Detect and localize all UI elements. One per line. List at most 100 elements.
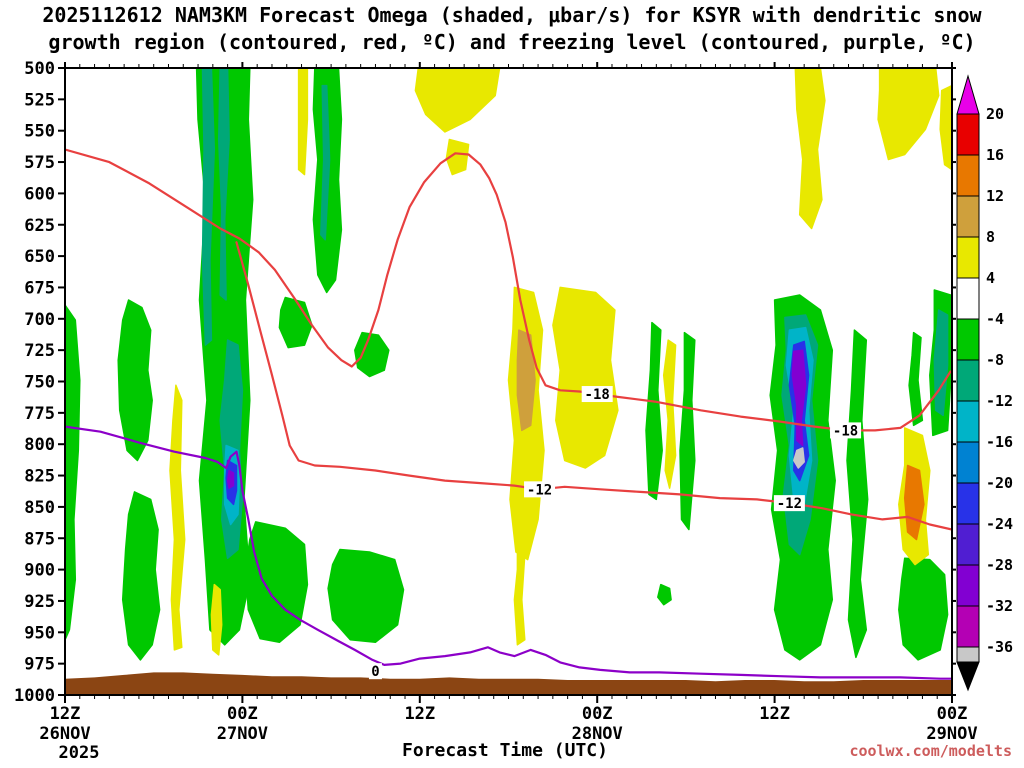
omega-shaded-region--4	[244, 521, 309, 644]
y-tick-label: 675	[24, 278, 55, 298]
omega-shaded-region--8	[320, 84, 331, 241]
contour-label-bg	[524, 481, 556, 498]
colorbar-tick-label: 16	[986, 146, 1004, 164]
colorbar-tick-label: -8	[986, 351, 1004, 369]
y-tick-label: 600	[24, 184, 55, 204]
omega-shaded-region-4	[877, 68, 940, 161]
omega-shaded-region--4	[645, 321, 663, 501]
omega-shaded-region--4	[657, 583, 672, 606]
y-tick-label: 725	[24, 341, 55, 361]
omega-shaded-region--4	[908, 331, 924, 427]
x-tick-label: 00Z	[227, 704, 258, 724]
colorbar-segment	[956, 236, 980, 279]
x-tick-label: 00Z	[937, 704, 968, 724]
x-tick-label: 12Z	[404, 704, 435, 724]
watermark-link[interactable]: coolwx.com/modelts	[849, 742, 1012, 760]
contour-label: -12	[527, 482, 552, 498]
omega-shaded-region-4	[210, 583, 223, 656]
contour-label-bg	[581, 386, 613, 403]
y-tick-label: 925	[24, 592, 55, 612]
axes: 500 525 550 575 600 625 650 675 700 725 750 775 800 8…	[14, 59, 978, 763]
y-tick-label: 875	[24, 529, 55, 549]
y-tick-label: 575	[24, 153, 55, 173]
colorbar-tick-label: 12	[986, 187, 1004, 205]
plot-content: -18 -18 -12 -12 0	[65, 68, 952, 695]
omega-shaded-region--4	[121, 491, 161, 661]
omega-shaded-region-4	[794, 68, 826, 230]
contour-label-bg	[368, 663, 382, 680]
x-date-label: 29NOV	[926, 724, 977, 744]
y-tick-label: 825	[24, 467, 55, 487]
colorbar-segment	[956, 400, 980, 443]
chart-title: 2025112612 NAM3KM Forecast Omega (shaded…	[0, 2, 1024, 56]
x-tick-label: 12Z	[50, 704, 81, 724]
omega-shaded-region--8	[217, 68, 230, 301]
omega-shaded-region-4	[297, 68, 309, 176]
colorbar-over-arrow	[956, 74, 980, 115]
colorbar-segment	[956, 482, 980, 525]
freezing-level-0C-contour	[65, 425, 952, 680]
omega-shaded-region--4	[278, 296, 313, 349]
contour-label: 0	[371, 664, 379, 680]
colorbar-tick-label: -28	[986, 556, 1013, 574]
omega-shaded-region--8	[201, 68, 216, 346]
omega-shaded-region-4	[414, 68, 501, 133]
chart-title-line2: growth region (contoured, red, ºC) and f…	[48, 30, 976, 54]
contour-label: -18	[833, 423, 858, 439]
colorbar-tick-label: 8	[986, 228, 995, 246]
colorbar-tick-label: -20	[986, 474, 1013, 492]
omega-shaded-region-4	[445, 138, 470, 176]
colorbar-tick-label: -16	[986, 433, 1013, 451]
colorbar-segment	[956, 564, 980, 607]
y-tick-label: 900	[24, 561, 55, 581]
omega-shaded-region--4	[65, 304, 81, 641]
y-tick-label: 525	[24, 90, 55, 110]
contour-label: -12	[777, 496, 802, 512]
omega-shaded-region-4	[552, 286, 619, 469]
colorbar-tick-label: -4	[986, 310, 1004, 328]
colorbar-segment	[956, 195, 980, 238]
contour-label-bg	[830, 422, 862, 439]
colorbar-segment	[956, 523, 980, 566]
colorbar-segment	[956, 441, 980, 484]
x-axis-title: Forecast Time (UTC)	[402, 740, 608, 761]
y-tick-label: 800	[24, 435, 55, 455]
colorbar-tick-label: -12	[986, 392, 1013, 410]
contour-label: -18	[585, 387, 610, 403]
omega-shaded-region-4	[662, 339, 677, 489]
omega-shaded-region--28	[791, 349, 807, 447]
omega-shaded-region--4	[846, 329, 869, 659]
x-date-label: 26NOV	[39, 724, 90, 744]
y-tick-label: 975	[24, 655, 55, 675]
colorbar-tick-label: -36	[986, 638, 1013, 656]
y-tick-label: 625	[24, 216, 55, 236]
y-tick-label: 550	[24, 122, 55, 142]
omega-shaded-region--28	[226, 469, 235, 489]
colorbar-segment	[956, 359, 980, 402]
y-tick-label: 500	[24, 59, 55, 79]
omega-shaded-region--4	[117, 299, 153, 462]
omega-shaded-region--4	[898, 557, 949, 661]
omega-shaded-region--4	[679, 331, 696, 531]
contour-label-bg	[773, 495, 805, 512]
colorbar-under-block	[956, 646, 980, 663]
omega-shaded-region--8	[933, 309, 949, 417]
omega-shaded-region-4	[169, 384, 186, 651]
x-tick-label: 12Z	[759, 704, 790, 724]
colorbar-tick-label: 4	[986, 269, 995, 287]
x-date-label: 27NOV	[217, 724, 268, 744]
x-tick-label: 00Z	[582, 704, 613, 724]
colorbar-segment	[956, 277, 980, 320]
y-tick-label: 775	[24, 404, 55, 424]
dendritic-growth-minus18C-contour	[65, 148, 952, 432]
omega-shaded-region--4	[327, 548, 405, 644]
y-tick-label: 1000	[14, 686, 55, 706]
y-tick-label: 850	[24, 498, 55, 518]
y-tick-label: 950	[24, 623, 55, 643]
colorbar-tick-label: -32	[986, 597, 1013, 615]
omega-shaded-region--4	[354, 331, 390, 378]
colorbar-under-arrow	[956, 661, 980, 692]
omega-shaded-region--36	[793, 447, 805, 469]
y-tick-label: 750	[24, 373, 55, 393]
chart-title-line1: 2025112612 NAM3KM Forecast Omega (shaded…	[42, 3, 982, 27]
